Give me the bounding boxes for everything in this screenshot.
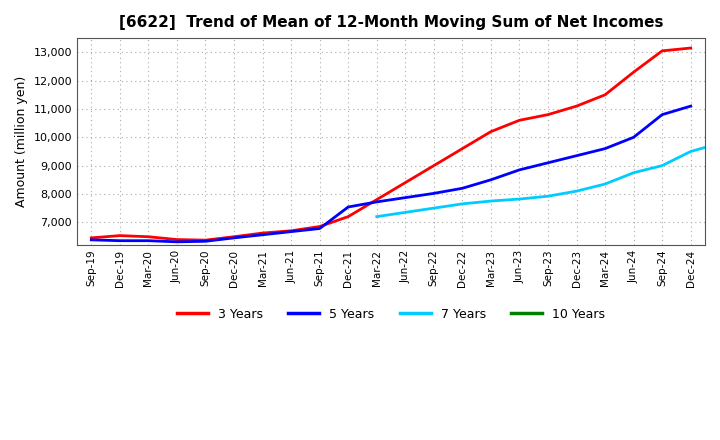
Legend: 3 Years, 5 Years, 7 Years, 10 Years: 3 Years, 5 Years, 7 Years, 10 Years: [172, 303, 610, 326]
Title: [6622]  Trend of Mean of 12-Month Moving Sum of Net Incomes: [6622] Trend of Mean of 12-Month Moving …: [119, 15, 663, 30]
Y-axis label: Amount (million yen): Amount (million yen): [15, 76, 28, 207]
